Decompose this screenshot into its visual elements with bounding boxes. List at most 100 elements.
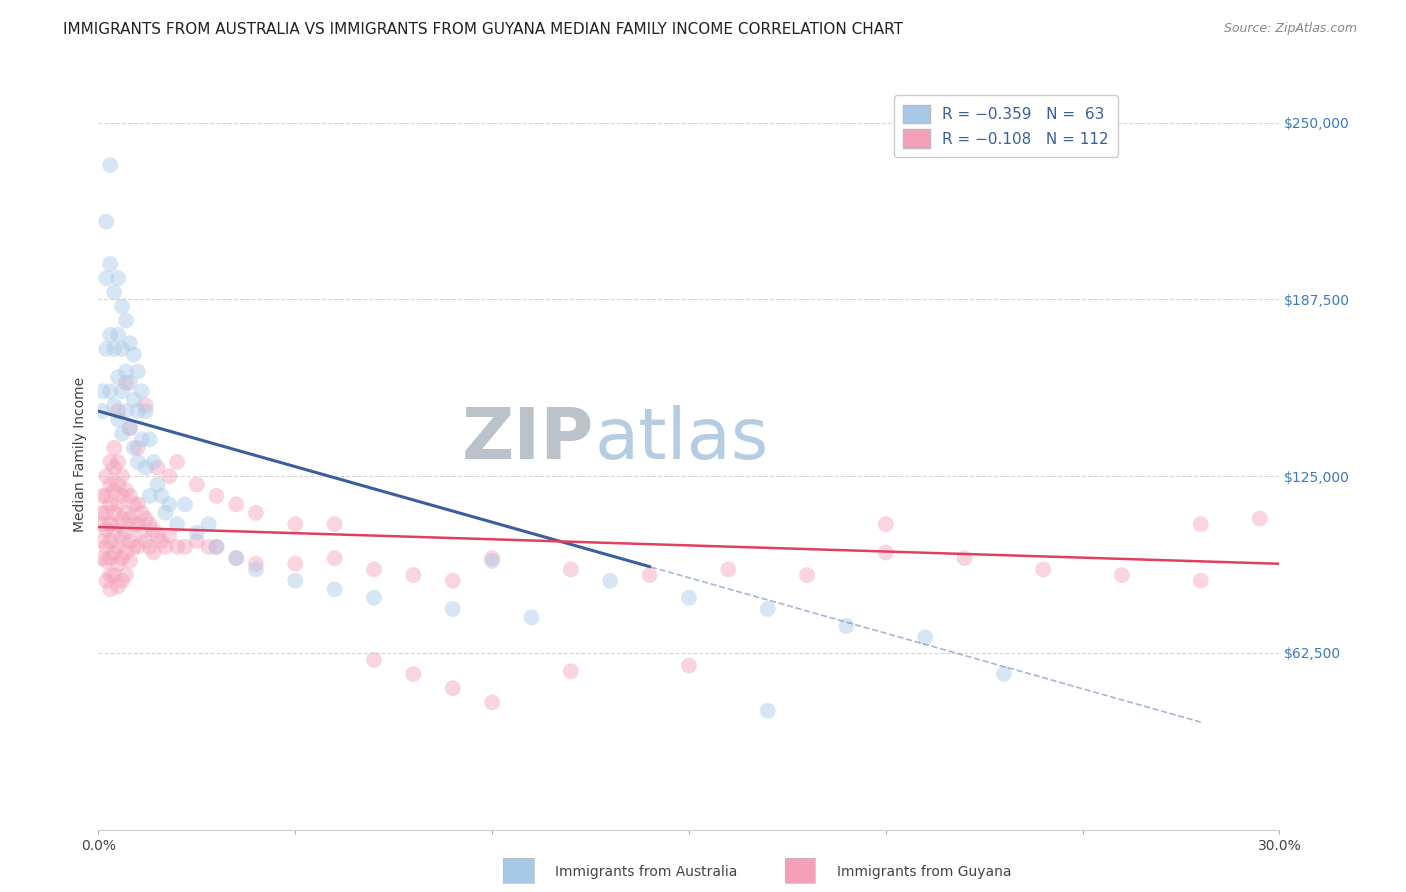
Point [98, 158, 121, 172]
Point [135, 460, 157, 475]
Point [118, 534, 141, 549]
Point [127, 364, 149, 378]
Point [96, 506, 118, 520]
Point [131, 433, 153, 447]
Point [115, 313, 138, 327]
Point [91, 517, 114, 532]
Point [111, 469, 134, 483]
Point [835, 619, 858, 633]
Point [118, 511, 141, 525]
Point [135, 534, 157, 549]
Point [1249, 511, 1271, 525]
Point [96, 540, 118, 554]
Point [678, 658, 700, 673]
Point [111, 511, 134, 525]
Point [111, 342, 134, 356]
Point [98, 455, 121, 469]
Point [197, 540, 219, 554]
Point [205, 540, 228, 554]
Point [118, 489, 141, 503]
Point [103, 545, 125, 559]
Point [107, 404, 129, 418]
Point [111, 489, 134, 503]
Point [441, 681, 464, 696]
Point [205, 540, 228, 554]
Point [1189, 517, 1212, 532]
Point [96, 469, 118, 483]
Point [127, 540, 149, 554]
Point [107, 579, 129, 593]
Point [197, 517, 219, 532]
Point [131, 506, 153, 520]
Point [135, 511, 157, 525]
Point [142, 523, 165, 537]
Point [481, 554, 503, 568]
Point [186, 477, 208, 491]
Point [796, 568, 818, 582]
Point [91, 404, 114, 418]
Point [284, 557, 307, 571]
Point [186, 525, 208, 540]
Point [103, 441, 125, 455]
Point [118, 554, 141, 568]
Point [142, 455, 165, 469]
Point [96, 214, 118, 228]
Point [1189, 574, 1212, 588]
Point [146, 460, 169, 475]
Point [875, 545, 897, 559]
Point [122, 517, 145, 532]
Point [166, 455, 188, 469]
Point [127, 517, 149, 532]
Point [103, 342, 125, 356]
Point [756, 704, 779, 718]
Point [107, 557, 129, 571]
Point [157, 469, 180, 483]
Point [115, 404, 138, 418]
Point [481, 551, 503, 566]
Point [225, 497, 247, 511]
Point [115, 525, 138, 540]
Point [363, 562, 385, 576]
Point [138, 433, 160, 447]
Point [115, 364, 138, 378]
Point [107, 327, 129, 342]
Point [91, 506, 114, 520]
Text: atlas: atlas [595, 406, 769, 475]
Point [157, 497, 180, 511]
Point [103, 525, 125, 540]
Point [118, 336, 141, 351]
Point [678, 591, 700, 605]
Point [135, 399, 157, 413]
Point [186, 534, 208, 549]
Point [441, 602, 464, 616]
Point [138, 517, 160, 532]
Point [103, 483, 125, 498]
Point [107, 271, 129, 285]
Point [1032, 562, 1054, 576]
Text: Immigrants from Guyana: Immigrants from Guyana [837, 865, 1011, 880]
Point [245, 557, 267, 571]
Point [138, 540, 160, 554]
Point [91, 551, 114, 566]
Point [111, 384, 134, 399]
Point [245, 506, 267, 520]
Point [284, 574, 307, 588]
Point [107, 497, 129, 511]
Point [245, 562, 267, 576]
Point [875, 517, 897, 532]
Point [122, 347, 145, 361]
Point [96, 342, 118, 356]
Point [155, 506, 177, 520]
Point [127, 441, 149, 455]
Point [284, 517, 307, 532]
Point [115, 483, 138, 498]
Point [107, 412, 129, 426]
Point [560, 562, 582, 576]
Legend: R = −0.359   N =  63, R = −0.108   N = 112: R = −0.359 N = 63, R = −0.108 N = 112 [894, 95, 1118, 157]
Point [98, 551, 121, 566]
Point [107, 540, 129, 554]
Point [441, 574, 464, 588]
Point [96, 523, 118, 537]
Point [96, 271, 118, 285]
Point [118, 421, 141, 435]
